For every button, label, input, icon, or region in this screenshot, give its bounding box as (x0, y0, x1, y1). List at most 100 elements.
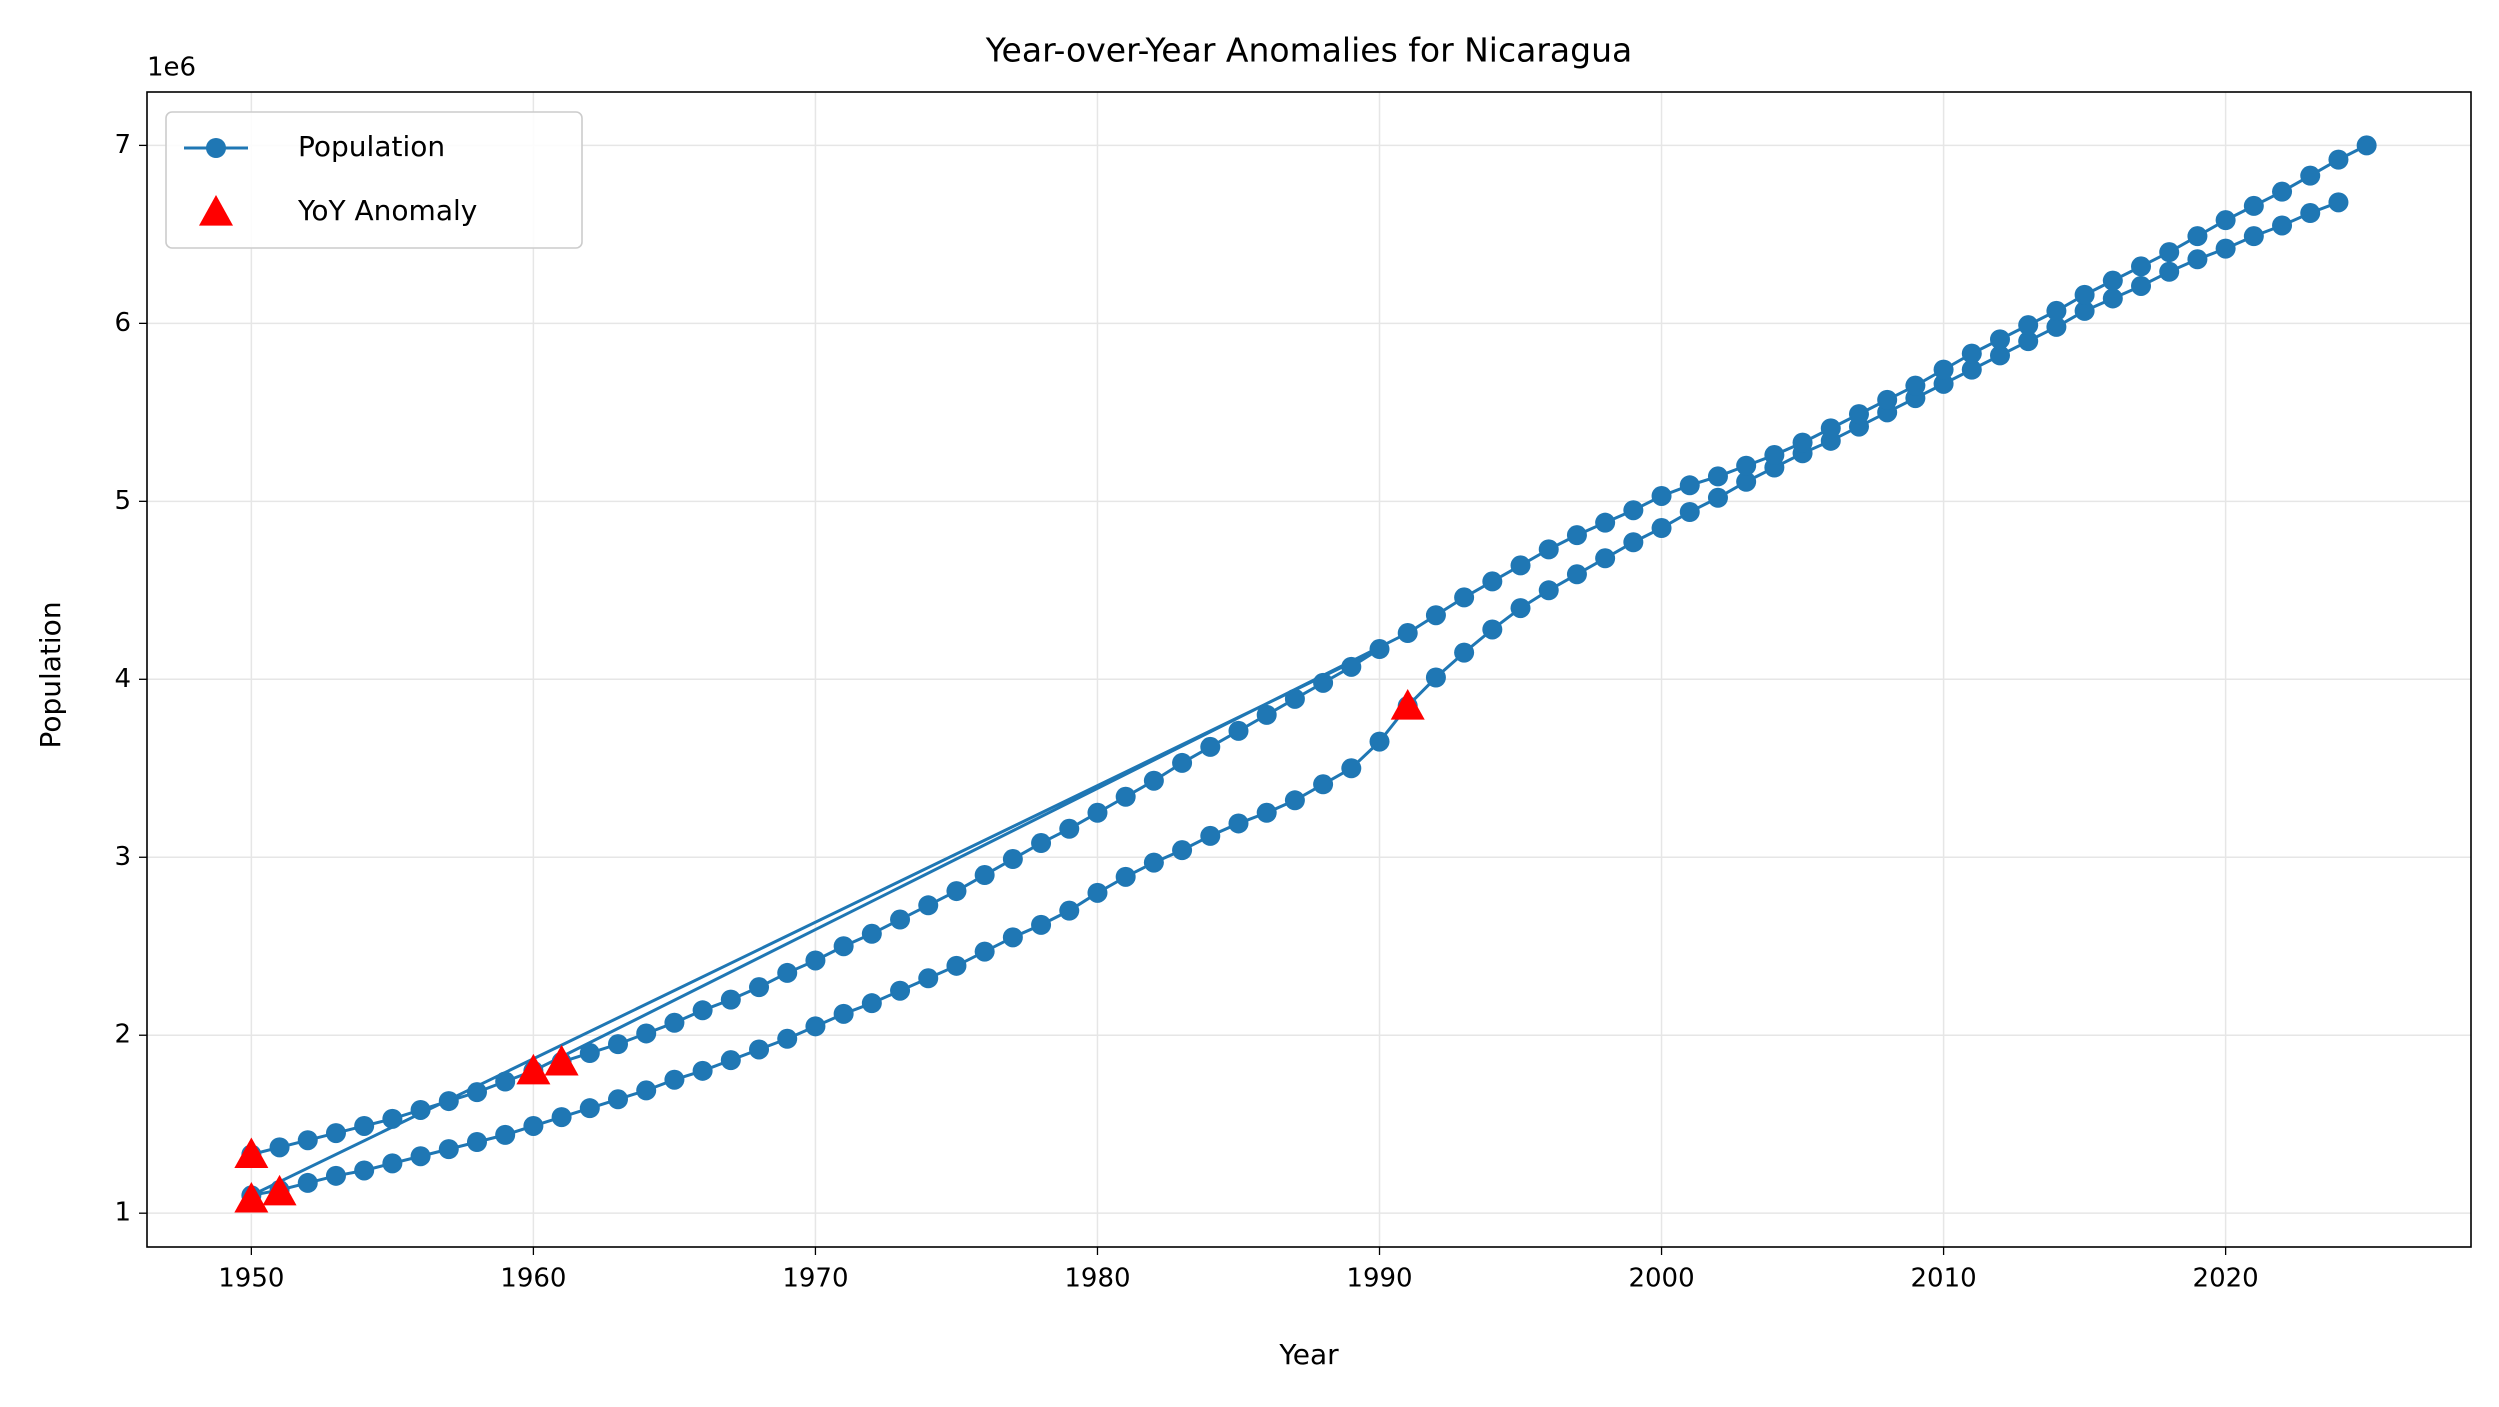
data-point (664, 1012, 685, 1033)
data-point (1482, 619, 1503, 640)
data-point (1538, 539, 1559, 560)
data-point (1679, 502, 1700, 522)
data-point (495, 1071, 516, 1092)
data-point (636, 1023, 657, 1044)
data-point (579, 1043, 600, 1064)
data-point (2131, 256, 2152, 277)
data-point (1059, 818, 1080, 839)
data-point (1538, 580, 1559, 601)
data-point (1115, 786, 1136, 807)
y-axis-label: Population (34, 601, 67, 748)
data-point (805, 950, 826, 971)
data-point (1087, 802, 1108, 823)
data-point (1059, 900, 1080, 921)
data-point (466, 1082, 487, 1103)
data-point (1143, 770, 1164, 791)
data-point (1031, 833, 1052, 854)
data-point (1284, 688, 1305, 709)
legend-box (165, 111, 583, 249)
data-point (608, 1089, 629, 1110)
y-offset-label: 1e6 (147, 53, 196, 83)
plot-frame (146, 91, 2472, 1248)
data-point (1172, 752, 1193, 773)
data-point (692, 1000, 713, 1021)
data-point (579, 1098, 600, 1119)
data-point (2102, 288, 2123, 309)
data-point (1989, 345, 2010, 366)
y-tick-label: 6 (114, 308, 131, 338)
data-point (2328, 149, 2349, 170)
data-point (946, 881, 967, 902)
data-point (1933, 373, 1954, 394)
data-point (495, 1124, 516, 1145)
anomaly-marker (1390, 688, 1425, 720)
data-point (410, 1146, 431, 1167)
data-point (918, 968, 939, 989)
data-point (2328, 192, 2349, 213)
data-point (1425, 605, 1446, 626)
data-point (805, 1016, 826, 1037)
data-point (664, 1069, 685, 1090)
data-point (1820, 418, 1841, 439)
data-point (1228, 813, 1249, 834)
data-point (1397, 623, 1418, 644)
data-point (2159, 261, 2180, 282)
y-tick-label: 3 (114, 842, 131, 872)
data-point (2243, 226, 2264, 247)
data-point (1482, 571, 1503, 592)
data-point (1256, 704, 1277, 725)
data-point (1510, 555, 1531, 576)
data-point (1313, 774, 1334, 795)
anomaly-marker (234, 1137, 269, 1169)
data-point (2187, 249, 2208, 270)
data-point (1736, 455, 1757, 476)
data-point (692, 1060, 713, 1081)
data-point (2074, 300, 2095, 321)
data-point (1341, 758, 1362, 779)
data-point (1115, 866, 1136, 887)
data-point (720, 989, 741, 1010)
data-point (1595, 512, 1616, 533)
data-point (269, 1137, 290, 1158)
chart-title: Year-over-Year Anomalies for Nicaragua (985, 31, 1632, 70)
data-point (890, 980, 911, 1001)
data-point (523, 1115, 544, 1136)
data-point (2018, 331, 2039, 352)
data-point (1792, 432, 1813, 453)
legend-marker (206, 138, 226, 158)
data-point (297, 1172, 318, 1193)
data-point (1566, 564, 1587, 585)
anomaly-marker (516, 1053, 551, 1085)
data-point (749, 977, 770, 998)
data-point (1510, 598, 1531, 619)
y-tick-label: 4 (114, 664, 131, 694)
data-point (1087, 882, 1108, 903)
data-point (1961, 359, 1982, 380)
data-point (946, 955, 967, 976)
data-point (2215, 210, 2236, 231)
data-point (1651, 485, 1672, 506)
data-point (861, 993, 882, 1014)
anomaly-marker (234, 1181, 269, 1213)
y-tick-label: 7 (114, 130, 131, 160)
data-point (749, 1039, 770, 1060)
data-point (2272, 181, 2293, 202)
data-point (2272, 215, 2293, 236)
data-point (636, 1080, 657, 1101)
data-point (1002, 849, 1023, 870)
legend-label: YoY Anomaly (297, 194, 477, 227)
legend-label: Population (298, 130, 445, 163)
data-point (974, 865, 995, 886)
data-point (2300, 203, 2321, 224)
anomaly-marker (262, 1174, 297, 1206)
data-point (325, 1165, 346, 1186)
x-tick-label: 2020 (2193, 1264, 2259, 1294)
x-tick-label: 2010 (1911, 1264, 1977, 1294)
data-point (2159, 242, 2180, 263)
data-point (1933, 359, 1954, 380)
data-point (833, 1003, 854, 1024)
data-point (297, 1130, 318, 1151)
y-tick-label: 1 (114, 1198, 131, 1228)
